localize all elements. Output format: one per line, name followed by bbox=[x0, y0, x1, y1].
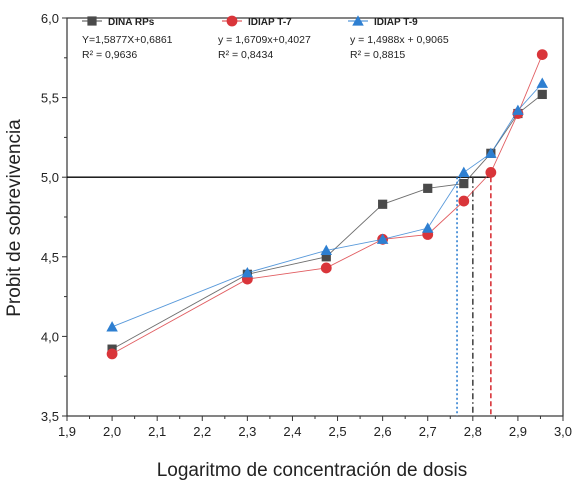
data-point-triangle bbox=[536, 77, 549, 88]
x-tick-label: 2,8 bbox=[464, 424, 482, 439]
legend-equation: y = 1,4988x + 0,9065 bbox=[350, 34, 449, 46]
data-point-triangle bbox=[241, 266, 254, 278]
data-point-square bbox=[321, 252, 331, 262]
legend-r2: R² = 0,8434 bbox=[218, 49, 273, 61]
legend-entry: IDIAP T-7 y = 1,6709x+0,4027 R² = 0,8434 bbox=[218, 15, 311, 61]
x-tick-label: 2,4 bbox=[283, 424, 301, 439]
data-point-circle bbox=[320, 262, 332, 274]
axis-ticks: 1,9 2,0 2,1 2,2 2,3 2,4 2,5 2,6 2,7 2,8 2,9 3,0 3,5 4… bbox=[41, 11, 572, 439]
series-group bbox=[107, 89, 547, 354]
legend-equation: Y=1,5877X+0,6861 bbox=[82, 34, 173, 46]
x-tick-label: 2,2 bbox=[193, 424, 211, 439]
y-tick-label: 5,5 bbox=[41, 91, 59, 106]
data-point-triangle bbox=[485, 147, 497, 158]
data-point-square bbox=[537, 89, 547, 100]
x-tick-label: 2,9 bbox=[509, 424, 527, 439]
series-group bbox=[106, 77, 549, 332]
reference-lines bbox=[67, 176, 492, 416]
plot-frame bbox=[66, 17, 564, 417]
legend-label: IDIAP T-9 bbox=[374, 17, 418, 28]
x-tick-label: 2,0 bbox=[103, 424, 121, 439]
legend-entry: IDIAP T-9 y = 1,4988x + 0,9065 R² = 0,8815 bbox=[348, 15, 449, 61]
data-point-triangle bbox=[421, 222, 434, 233]
series-layer bbox=[106, 49, 549, 360]
x-tick-label: 2,7 bbox=[419, 424, 437, 439]
y-axis-title: Probit de sobrevivencia bbox=[4, 119, 25, 317]
series-line bbox=[111, 94, 543, 350]
x-tick-label: 2,6 bbox=[374, 424, 392, 439]
legend-label: DINA RPs bbox=[108, 17, 155, 28]
data-point-triangle bbox=[512, 104, 524, 115]
data-point-square bbox=[423, 183, 433, 193]
legend-r2: R² = 0,9636 bbox=[82, 49, 137, 61]
data-point-triangle bbox=[320, 244, 333, 256]
series-group bbox=[106, 49, 548, 360]
data-point-triangle bbox=[376, 233, 389, 244]
x-axis-title: Logaritmo de concentración de dosis bbox=[157, 460, 468, 481]
legend-entry: DINA RPs Y=1,5877X+0,6861 R² = 0,9636 bbox=[82, 16, 173, 61]
legend: DINA RPs Y=1,5877X+0,6861 R² = 0,9636 IDIAP… bbox=[82, 15, 449, 61]
data-point-circle bbox=[226, 15, 238, 27]
data-point-circle bbox=[106, 348, 118, 360]
data-point-circle bbox=[458, 195, 470, 207]
data-point-triangle bbox=[352, 15, 364, 26]
y-tick-label: 4,5 bbox=[41, 250, 59, 265]
data-point-square bbox=[378, 199, 388, 209]
x-tick-label: 2,3 bbox=[238, 424, 256, 439]
legend-equation: y = 1,6709x+0,4027 bbox=[218, 34, 311, 46]
y-tick-label: 5,0 bbox=[41, 170, 59, 185]
data-point-triangle bbox=[106, 321, 118, 332]
legend-r2: R² = 0,8815 bbox=[350, 49, 405, 61]
data-point-circle bbox=[536, 49, 548, 61]
plot-border bbox=[66, 17, 564, 417]
x-tick-label: 1,9 bbox=[58, 424, 76, 439]
x-tick-label: 2,1 bbox=[148, 424, 166, 439]
x-tick-label: 2,5 bbox=[329, 424, 347, 439]
data-point-circle bbox=[485, 167, 497, 178]
series-line bbox=[111, 82, 543, 328]
data-point-triangle bbox=[458, 166, 470, 178]
data-point-square bbox=[459, 178, 469, 189]
legend-label: IDIAP T-7 bbox=[248, 17, 292, 28]
data-point-square bbox=[87, 16, 97, 26]
y-tick-label: 4,0 bbox=[41, 329, 59, 344]
y-tick-label: 3,5 bbox=[41, 409, 59, 424]
series-line bbox=[111, 54, 543, 355]
y-tick-label: 6,0 bbox=[41, 11, 59, 26]
x-tick-label: 3,0 bbox=[554, 424, 572, 439]
